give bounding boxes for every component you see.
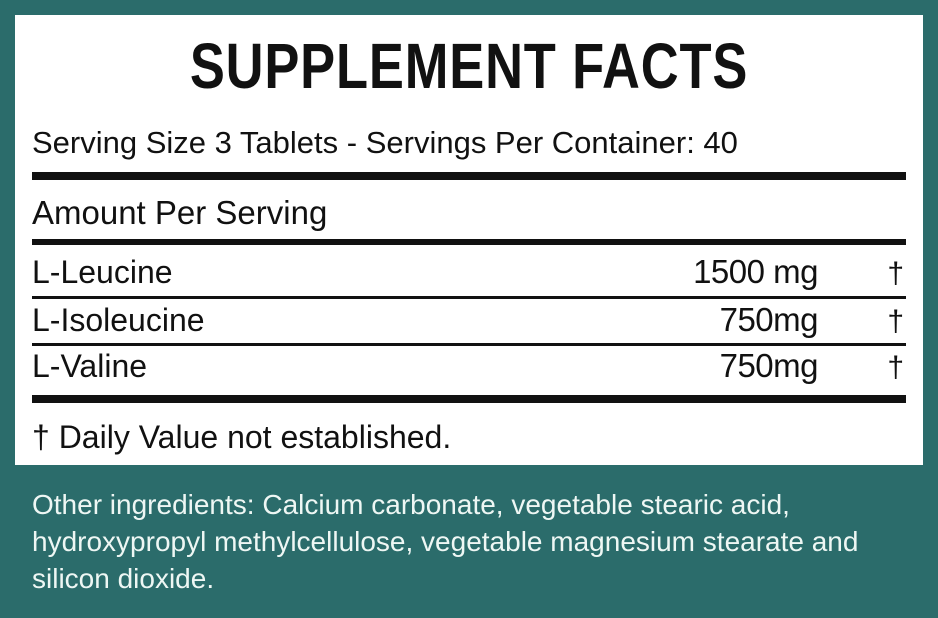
other-ingredients: Other ingredients: Calcium carbonate, ve… [32, 489, 859, 594]
thick-divider [32, 239, 906, 245]
nutrient-name: L-Leucine [32, 254, 173, 290]
serving-info: Serving Size 3 Tablets - Servings Per Co… [32, 125, 738, 160]
footnote: † Daily Value not established. [32, 419, 452, 455]
label-title: SUPPLEMENT FACTS [189, 30, 749, 102]
nutrient-row: L-Valine 750mg † [32, 343, 906, 389]
thick-divider [32, 172, 906, 180]
thin-divider [32, 343, 906, 346]
nutrient-row: L-Leucine 1500 mg † [32, 249, 906, 295]
amount-per-serving-header: Amount Per Serving [32, 194, 328, 231]
nutrient-amount: 750mg [719, 301, 819, 338]
daily-value-dagger: † [887, 305, 904, 338]
thin-divider [32, 296, 906, 299]
daily-value-dagger: † [887, 257, 904, 290]
nutrient-name: L-Isoleucine [32, 302, 205, 338]
daily-value-dagger: † [887, 351, 904, 384]
thick-divider [32, 395, 906, 403]
supplement-facts-panel: SUPPLEMENT FACTS Serving Size 3 Tablets … [15, 15, 923, 465]
nutrient-name: L-Valine [32, 348, 148, 384]
nutrient-row: L-Isoleucine 750mg † [32, 297, 906, 343]
nutrient-amount: 750mg [719, 347, 819, 384]
nutrient-amount: 1500 mg [693, 253, 818, 290]
